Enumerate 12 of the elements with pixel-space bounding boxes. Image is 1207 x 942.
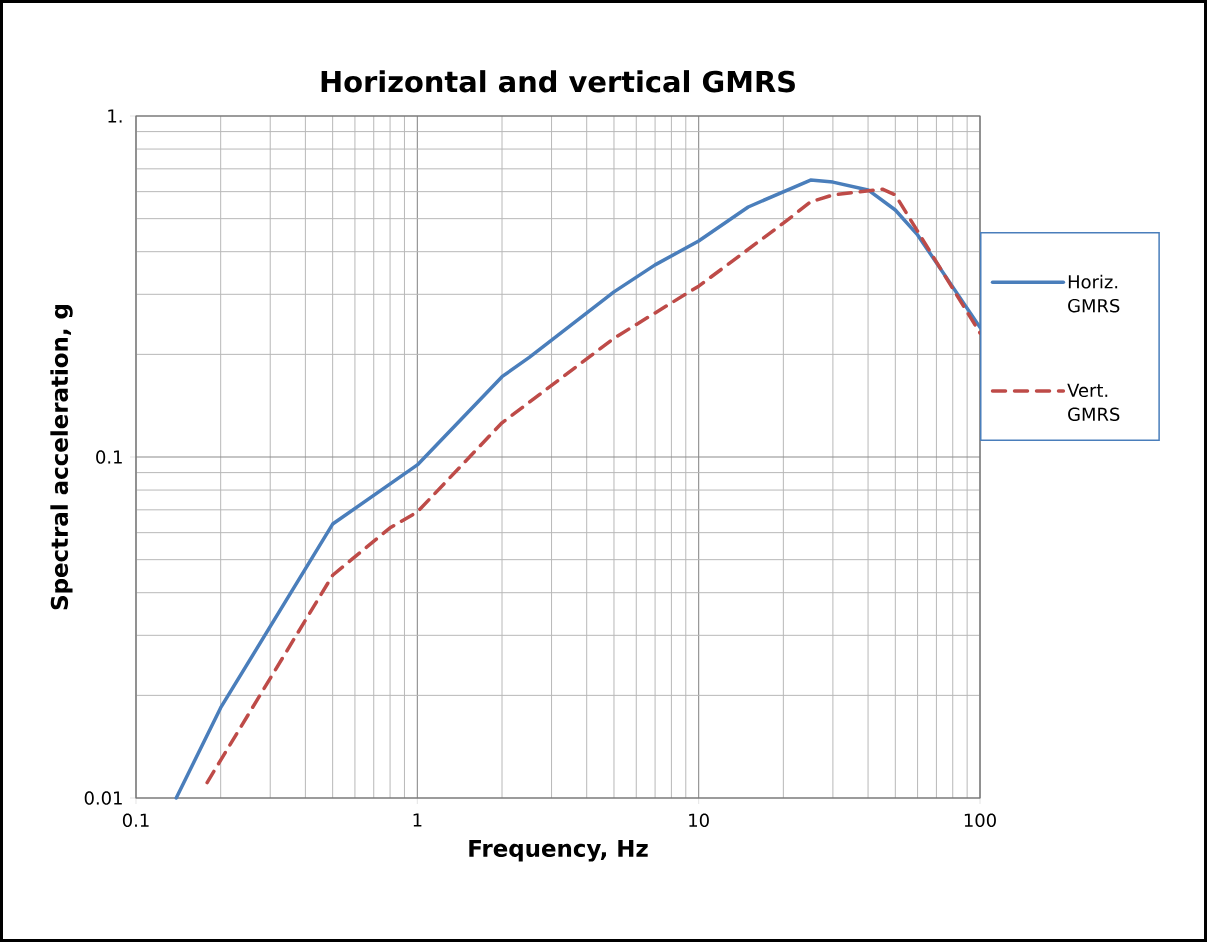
legend-label: Vert. GMRS bbox=[1067, 383, 1120, 422]
legend-label: Horiz. GMRS bbox=[1068, 274, 1120, 313]
y-tick-label: 1. bbox=[108, 109, 122, 123]
y-tick-label: 0.01 bbox=[84, 791, 122, 805]
x-tick-label: 100 bbox=[964, 813, 996, 828]
y-axis-title: Spectral acceleration, g bbox=[50, 304, 73, 610]
x-axis-title: Frequency, Hz bbox=[469, 839, 648, 862]
x-tick-label: 10 bbox=[689, 813, 709, 828]
y-tick-label: 0.1 bbox=[96, 450, 122, 464]
chart-title: Horizontal and vertical GMRS bbox=[321, 70, 795, 93]
x-tick-label: 0.1 bbox=[122, 813, 149, 828]
x-tick-label: 1 bbox=[413, 813, 422, 827]
